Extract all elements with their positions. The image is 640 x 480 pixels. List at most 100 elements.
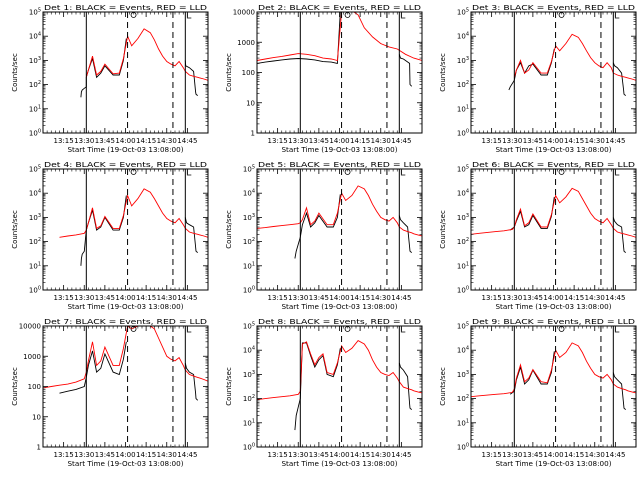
x-tick-label: 13:45	[309, 451, 329, 459]
detector-panel-6: Det 6: BLACK = Events, RED = LLD 100 101 10…	[439, 160, 637, 311]
detector-panel-7: Det 7: BLACK = Events, RED = LLD 1 10 100 10…	[11, 317, 209, 468]
events-series-line	[257, 12, 341, 64]
events-series-line	[294, 194, 341, 259]
x-tick-label: 14:15	[564, 137, 584, 145]
x-tick-label: 13:30	[288, 294, 308, 302]
x-tick-label: 13:30	[74, 451, 94, 459]
events-series-line	[612, 372, 626, 410]
marker-glyph	[614, 327, 620, 333]
events-series-line	[80, 38, 127, 98]
y-tick-label: 100	[457, 129, 469, 138]
marker-glyph	[186, 13, 192, 19]
x-tick-label: 14:15	[136, 451, 156, 459]
x-tick-label: 14:45	[391, 294, 411, 302]
y-tick-label: 103	[457, 213, 469, 222]
y-tick-label: 1000	[23, 353, 41, 361]
y-tick-label: 100	[243, 286, 255, 295]
y-axis-label: Counts/sec	[225, 367, 233, 406]
y-tick-label: 104	[243, 189, 255, 198]
x-tick-label: 13:15	[54, 451, 74, 459]
events-series-line	[184, 217, 198, 253]
x-tick-label: 13:45	[95, 451, 115, 459]
x-tick-label: 13:15	[268, 294, 288, 302]
plot-frame	[42, 168, 209, 291]
y-tick-label: 1	[251, 130, 255, 138]
x-tick-label: 14:30	[585, 451, 605, 459]
y-tick-label: 100	[242, 69, 255, 77]
x-tick-label: 13:45	[95, 294, 115, 302]
x-axis-label: Start Time (19-Oct-03 13:08:00)	[496, 145, 612, 154]
marker-glyph	[400, 170, 406, 176]
y-tick-label: 10000	[19, 323, 41, 331]
events-series-line	[398, 362, 412, 410]
x-tick-label: 13:30	[288, 137, 308, 145]
x-tick-label: 14:45	[605, 451, 625, 459]
y-tick-label: 101	[243, 261, 255, 270]
x-tick-label: 14:30	[157, 137, 177, 145]
y-axis-label: Counts/sec	[225, 210, 233, 249]
x-tick-label: 14:15	[350, 451, 370, 459]
marker-glyph	[400, 13, 406, 19]
x-tick-label: 14:15	[350, 294, 370, 302]
y-tick-label: 100	[457, 443, 469, 452]
y-tick-label: 105	[29, 8, 41, 17]
x-tick-label: 14:00	[543, 294, 563, 302]
x-tick-label: 13:30	[502, 137, 522, 145]
x-tick-label: 14:45	[177, 294, 197, 302]
lld-series-line	[257, 340, 422, 401]
plot-frame	[256, 325, 423, 448]
y-tick-label: 101	[243, 418, 255, 427]
x-tick-label: 13:30	[502, 451, 522, 459]
panel-title: Det 5: BLACK = Events, RED = LLD	[258, 160, 422, 169]
x-axis-label: Start Time (19-Oct-03 13:08:00)	[282, 302, 398, 311]
y-tick-label: 102	[29, 80, 41, 89]
events-series-line	[398, 54, 413, 87]
y-tick-label: 105	[29, 165, 41, 174]
panel-title: Det 8: BLACK = Events, RED = LLD	[258, 317, 422, 326]
x-tick-label: 14:15	[564, 451, 584, 459]
x-tick-label: 14:00	[543, 137, 563, 145]
x-axis-label: Start Time (19-Oct-03 13:08:00)	[68, 459, 184, 468]
x-tick-label: 13:30	[502, 294, 522, 302]
y-tick-label: 102	[29, 237, 41, 246]
x-tick-label: 13:30	[74, 137, 94, 145]
marker-glyph	[186, 327, 192, 333]
x-tick-label: 13:15	[482, 451, 502, 459]
x-tick-label: 14:00	[543, 451, 563, 459]
y-tick-label: 104	[29, 189, 41, 198]
events-series-line	[80, 195, 127, 266]
x-tick-label: 14:30	[585, 137, 605, 145]
events-series-line	[184, 60, 198, 96]
panel-title: Det 7: BLACK = Events, RED = LLD	[44, 317, 208, 326]
events-series-line	[508, 48, 555, 91]
y-tick-label: 103	[457, 56, 469, 65]
x-tick-label: 14:15	[136, 294, 156, 302]
lld-series-line	[513, 33, 636, 81]
y-tick-label: 101	[457, 261, 469, 270]
x-tick-label: 13:45	[523, 451, 543, 459]
y-tick-label: 104	[29, 32, 41, 41]
x-tick-label: 13:45	[95, 137, 115, 145]
x-tick-label: 14:30	[371, 451, 391, 459]
y-tick-label: 102	[243, 394, 255, 403]
panel-title: Det 6: BLACK = Events, RED = LLD	[472, 160, 636, 169]
y-tick-label: 105	[457, 8, 469, 17]
x-tick-label: 14:30	[157, 294, 177, 302]
x-axis-label: Start Time (19-Oct-03 13:08:00)	[282, 459, 398, 468]
y-tick-label: 103	[243, 213, 255, 222]
x-tick-label: 14:00	[329, 137, 349, 145]
detector-panel-4: Det 4: BLACK = Events, RED = LLD 100 101 10…	[11, 160, 209, 311]
events-series-line	[184, 362, 199, 401]
x-tick-label: 14:15	[350, 137, 370, 145]
marker-glyph	[186, 170, 192, 176]
y-tick-label: 100	[28, 383, 41, 391]
marker-glyph	[400, 327, 406, 333]
panel-title: Det 3: BLACK = Events, RED = LLD	[472, 3, 636, 12]
x-tick-label: 14:00	[115, 451, 135, 459]
plot-frame	[42, 11, 209, 134]
events-series-line	[398, 215, 412, 253]
y-axis-label: Counts/sec	[439, 367, 447, 406]
x-axis-label: Start Time (19-Oct-03 13:08:00)	[496, 459, 612, 468]
x-tick-label: 14:00	[115, 137, 135, 145]
